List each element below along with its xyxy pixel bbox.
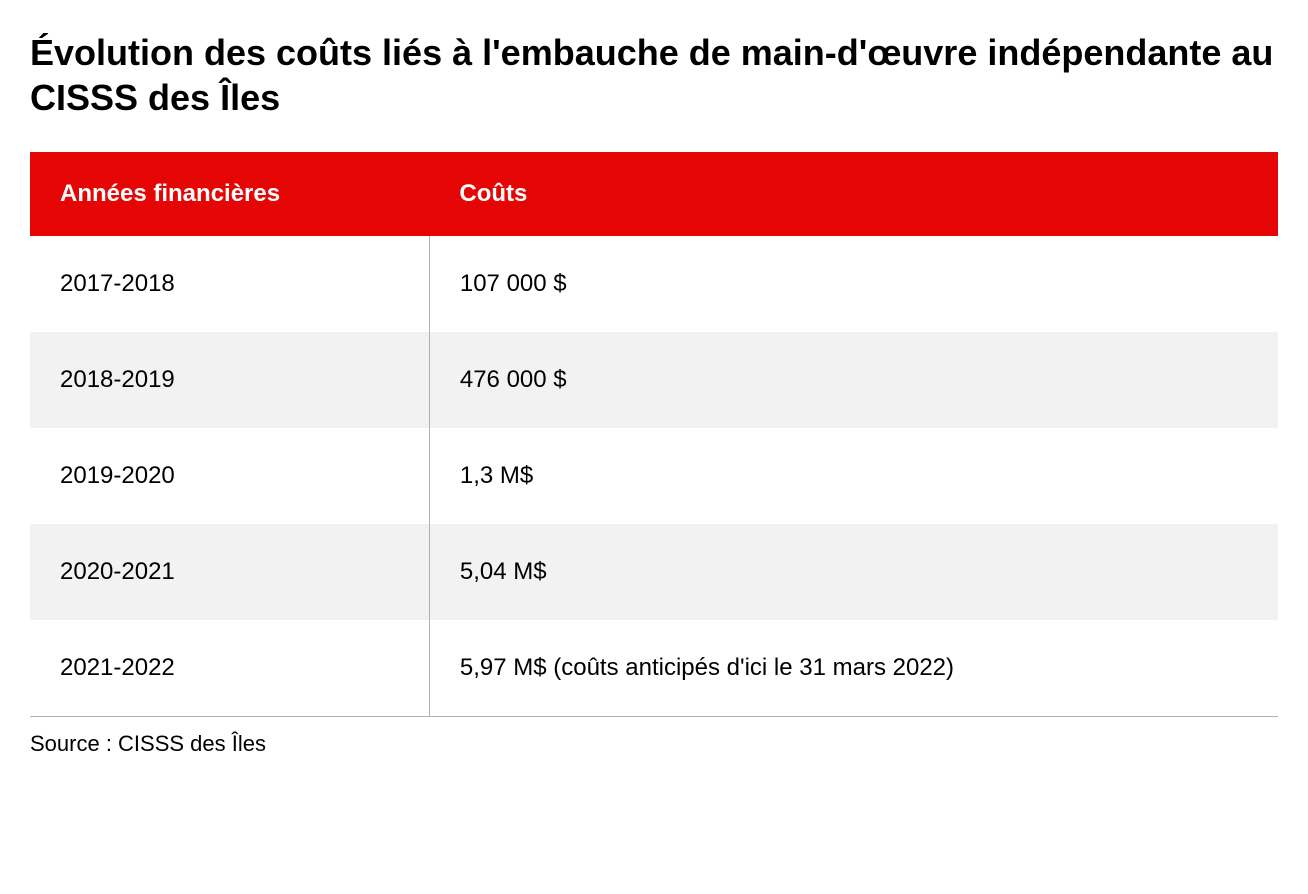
cell-year: 2021-2022 (30, 620, 429, 717)
cell-cost: 476 000 $ (429, 332, 1278, 428)
source-attribution: Source : CISSS des Îles (30, 731, 1278, 757)
table-row: 2020-2021 5,04 M$ (30, 524, 1278, 620)
table-title: Évolution des coûts liés à l'embauche de… (30, 30, 1278, 120)
column-header-costs: Coûts (429, 152, 1278, 236)
table-row: 2017-2018 107 000 $ (30, 236, 1278, 332)
table-row: 2019-2020 1,3 M$ (30, 428, 1278, 524)
cell-year: 2019-2020 (30, 428, 429, 524)
cell-cost: 5,97 M$ (coûts anticipés d'ici le 31 mar… (429, 620, 1278, 717)
table-row: 2021-2022 5,97 M$ (coûts anticipés d'ici… (30, 620, 1278, 717)
content-container: Évolution des coûts liés à l'embauche de… (30, 30, 1278, 757)
table-header-row: Années financières Coûts (30, 152, 1278, 236)
column-header-years: Années financières (30, 152, 429, 236)
table-row: 2018-2019 476 000 $ (30, 332, 1278, 428)
cell-year: 2018-2019 (30, 332, 429, 428)
cell-cost: 107 000 $ (429, 236, 1278, 332)
cell-cost: 1,3 M$ (429, 428, 1278, 524)
cell-cost: 5,04 M$ (429, 524, 1278, 620)
cell-year: 2017-2018 (30, 236, 429, 332)
cell-year: 2020-2021 (30, 524, 429, 620)
costs-table: Années financières Coûts 2017-2018 107 0… (30, 152, 1278, 717)
